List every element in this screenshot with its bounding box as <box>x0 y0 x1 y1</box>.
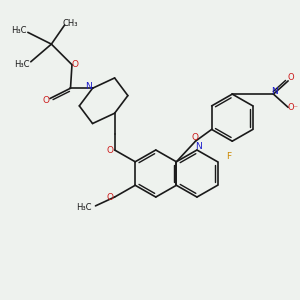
Text: O: O <box>106 194 113 202</box>
Text: O: O <box>43 95 50 104</box>
Text: CH₃: CH₃ <box>62 19 78 28</box>
Text: N: N <box>195 142 202 151</box>
Text: O: O <box>107 146 114 154</box>
Text: N: N <box>85 82 92 91</box>
Text: N: N <box>272 87 278 96</box>
Text: O: O <box>72 60 79 69</box>
Text: H₃C: H₃C <box>11 26 26 34</box>
Text: F: F <box>226 152 231 161</box>
Text: O: O <box>288 73 294 82</box>
Text: H₃C: H₃C <box>14 60 29 69</box>
Text: H₃C: H₃C <box>76 203 92 212</box>
Text: O: O <box>192 133 199 142</box>
Text: O⁻: O⁻ <box>288 103 299 112</box>
